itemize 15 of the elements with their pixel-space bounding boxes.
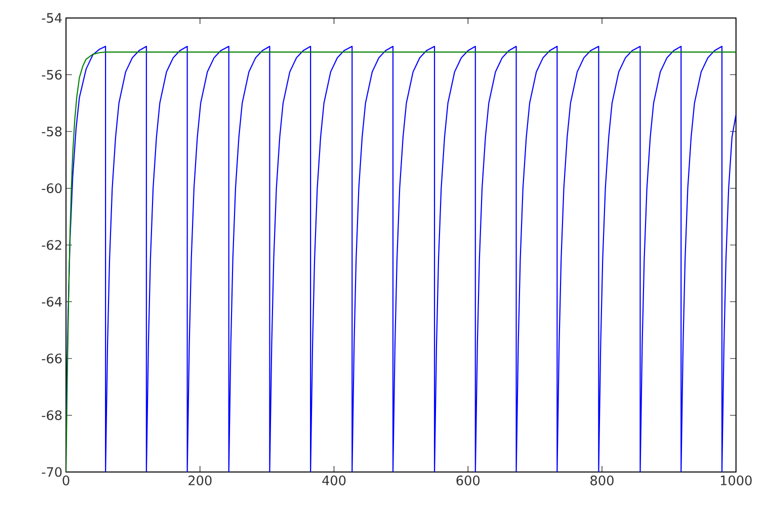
y-tick-label: -58 <box>42 126 62 136</box>
x-tick-label: 1000 <box>720 476 752 486</box>
x-tick-label: 200 <box>188 476 212 486</box>
y-tick-label: -60 <box>42 183 62 194</box>
y-tick-label: -54 <box>42 13 62 23</box>
x-tick-label: 400 <box>322 476 346 486</box>
x-tick-label: 800 <box>590 476 614 486</box>
y-tick-label: -66 <box>42 354 62 364</box>
y-tick-label: -64 <box>42 296 62 307</box>
y-tick-label: -56 <box>42 70 62 80</box>
y-tick-label: -68 <box>42 410 62 420</box>
x-tick-label: 0 <box>62 476 70 486</box>
x-tick-label: 600 <box>456 476 480 486</box>
y-tick-label: -62 <box>42 240 62 250</box>
y-tick-label: -70 <box>42 467 62 477</box>
